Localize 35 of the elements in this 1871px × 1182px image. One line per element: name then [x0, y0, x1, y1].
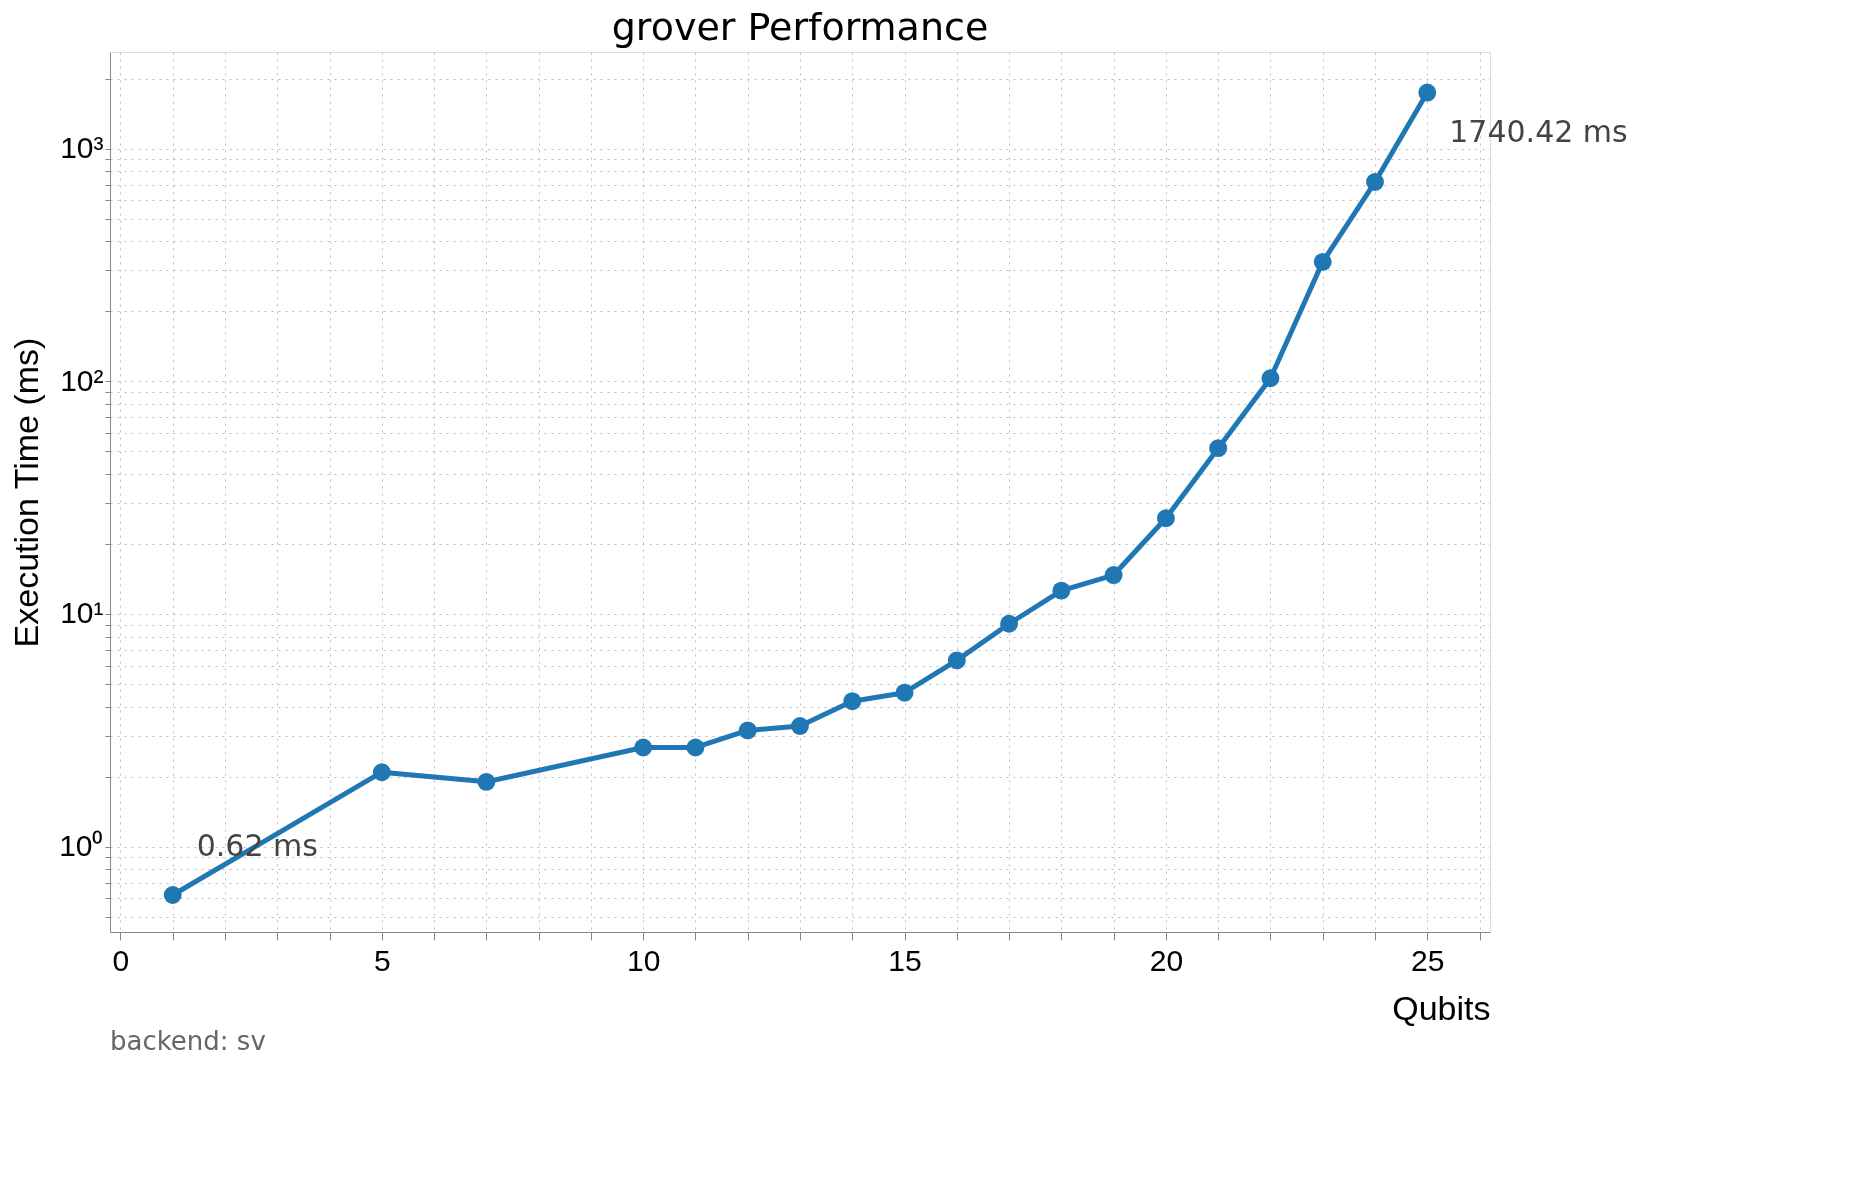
- point: [791, 717, 809, 735]
- x-tick-label: 10: [626, 943, 661, 977]
- point: [1104, 566, 1123, 584]
- point: [477, 772, 496, 791]
- point: [372, 763, 391, 782]
- y-axis-title: Execution Time (ms): [7, 337, 46, 648]
- point: [1313, 252, 1332, 271]
- y-tick-label: 10⁰: [59, 829, 104, 863]
- y-tick-label: 10¹: [60, 596, 104, 630]
- x-tick-label: 25: [1411, 943, 1445, 977]
- point: [947, 651, 966, 670]
- annotation: 1740.42 ms: [1449, 113, 1628, 149]
- point: [1418, 83, 1437, 102]
- x-axis-title: Qubits: [1392, 988, 1491, 1027]
- y-tick-label: 10³: [60, 131, 104, 165]
- y-tick-label: 10²: [60, 363, 104, 397]
- point: [686, 738, 705, 757]
- point: [738, 721, 757, 740]
- x-tick-label: 0: [112, 943, 130, 977]
- point: [1261, 369, 1280, 388]
- point: [163, 886, 182, 904]
- point: [1366, 173, 1384, 191]
- text: backend: sv: [110, 1026, 266, 1056]
- point: [1209, 439, 1228, 458]
- chart-title: grover Performance: [611, 5, 989, 49]
- point: [634, 738, 653, 757]
- x-tick-label: 20: [1149, 943, 1184, 977]
- point: [843, 692, 862, 711]
- point: [1156, 509, 1175, 528]
- x-tick-label: 5: [373, 943, 391, 977]
- point: [1052, 581, 1071, 600]
- x-tick-label: 15: [888, 943, 922, 977]
- point: [1000, 614, 1019, 633]
- point: [895, 683, 914, 702]
- annotation: 0.62 ms: [196, 828, 318, 864]
